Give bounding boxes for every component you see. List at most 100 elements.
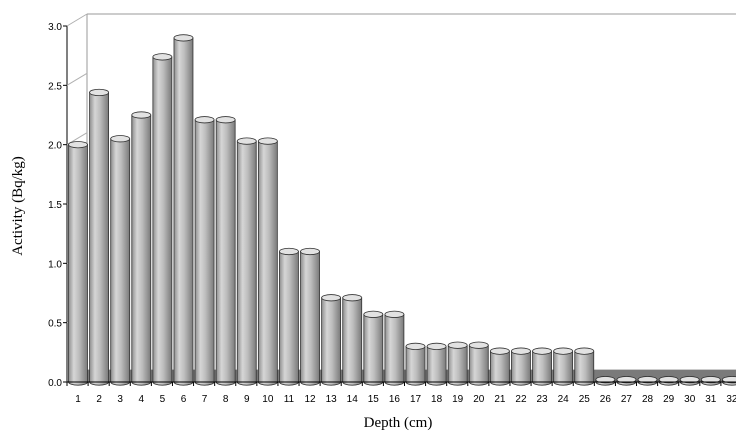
- y-tick-depth-line: [66, 13, 88, 27]
- bar-top: [658, 376, 679, 384]
- bar-body: [363, 313, 384, 386]
- bar-body: [300, 251, 320, 386]
- bar: [637, 376, 658, 386]
- bar-top: [637, 376, 658, 384]
- bar-top: [489, 347, 510, 355]
- x-tick-label: 3: [117, 394, 123, 405]
- x-tick-label: 4: [139, 394, 145, 405]
- y-tick-label: 3.0: [48, 22, 62, 33]
- bar-top: [110, 135, 131, 143]
- bar: [426, 342, 447, 386]
- x-tick-label: 16: [389, 394, 401, 405]
- bar-body: [89, 92, 109, 386]
- y-axis-label: Activity (Bq/kg): [10, 156, 26, 256]
- bar: [342, 294, 363, 386]
- x-tick-label: 17: [410, 394, 422, 405]
- bar-top: [342, 294, 363, 302]
- x-tick-label: 23: [537, 394, 549, 405]
- x-tick-label: 29: [663, 394, 675, 405]
- bar-body: [426, 346, 447, 386]
- x-tick-label: 5: [160, 394, 166, 405]
- bar-top: [321, 294, 342, 302]
- bars-group: [68, 34, 736, 386]
- bar: [279, 247, 299, 386]
- bar-top: [89, 88, 109, 97]
- bar-top: [279, 247, 299, 256]
- bar: [511, 347, 531, 386]
- bar-top: [68, 141, 88, 149]
- bar: [679, 376, 700, 386]
- y-tick-label: 0.5: [48, 319, 62, 330]
- y-tick-depth-line: [66, 72, 88, 86]
- bar: [384, 310, 405, 386]
- x-tick-label: 15: [368, 394, 380, 405]
- bar-body: [405, 346, 426, 386]
- bar: [532, 347, 552, 386]
- bar-body: [215, 119, 236, 386]
- bar-body: [468, 344, 489, 386]
- x-tick-label: 7: [202, 394, 208, 405]
- x-axis: 1 2 3 4 5 6 7 8 9 10 11 12 13 14 15 16 17 18 19 20 21 22 23 24 2…: [66, 381, 736, 405]
- bar-top: [405, 342, 426, 350]
- x-tick-label: 1: [75, 394, 81, 405]
- y-tick-label: 2.5: [48, 81, 62, 92]
- bar-body: [152, 56, 173, 386]
- bar-body: [447, 344, 468, 386]
- bar-body: [68, 144, 88, 386]
- bar: [110, 135, 131, 386]
- x-tick-label: 9: [244, 394, 250, 405]
- bar-body: [384, 313, 405, 386]
- x-tick-label: 2: [96, 394, 102, 405]
- x-axis-label: Depth (cm): [364, 415, 433, 431]
- bar: [616, 376, 637, 386]
- x-tick-label: 28: [642, 394, 654, 405]
- bar-body: [574, 350, 595, 386]
- bar: [173, 34, 194, 386]
- bar: [257, 137, 278, 386]
- x-tick-label: 14: [347, 394, 359, 405]
- x-tick-label: 21: [494, 394, 506, 405]
- bar-top: [152, 53, 173, 61]
- x-tick-label: 27: [621, 394, 633, 405]
- x-tick-label: 18: [431, 394, 443, 405]
- bar: [152, 53, 173, 386]
- bar-top: [595, 376, 616, 384]
- bar: [321, 294, 342, 386]
- bar-top: [574, 347, 595, 355]
- bar: [658, 376, 679, 386]
- bar: [131, 111, 152, 386]
- bar-top: [194, 116, 215, 124]
- bar: [215, 116, 236, 386]
- y-tick-label: 1.5: [48, 200, 62, 211]
- bar: [89, 88, 109, 386]
- bar-top: [553, 347, 574, 355]
- bar-top: [300, 247, 320, 256]
- bar-body: [131, 114, 152, 386]
- bar: [489, 347, 510, 386]
- x-tick-label: 20: [473, 394, 485, 405]
- bar-top: [447, 341, 468, 349]
- bar: [68, 141, 88, 386]
- x-tick-label: 11: [284, 394, 295, 405]
- bar-top: [679, 376, 700, 384]
- bar-body: [321, 297, 342, 386]
- bar-top: [215, 116, 236, 124]
- bar-top: [131, 111, 152, 119]
- bar-top: [722, 376, 736, 384]
- bar-body: [489, 350, 510, 386]
- y-tick-label: 1.0: [48, 259, 62, 270]
- x-tick-label: 31: [705, 394, 717, 405]
- bar-body: [257, 140, 278, 386]
- x-tick-label: 30: [684, 394, 696, 405]
- bar-body: [173, 37, 194, 386]
- bar-top: [426, 342, 447, 350]
- x-tick-label: 8: [223, 394, 229, 405]
- bar-body: [279, 251, 299, 386]
- bar: [194, 116, 215, 386]
- x-tick-label: 13: [326, 394, 338, 405]
- bar: [468, 341, 489, 386]
- bar: [236, 137, 257, 386]
- bar-body: [236, 140, 257, 386]
- bar: [722, 376, 736, 386]
- bar-top: [363, 310, 384, 318]
